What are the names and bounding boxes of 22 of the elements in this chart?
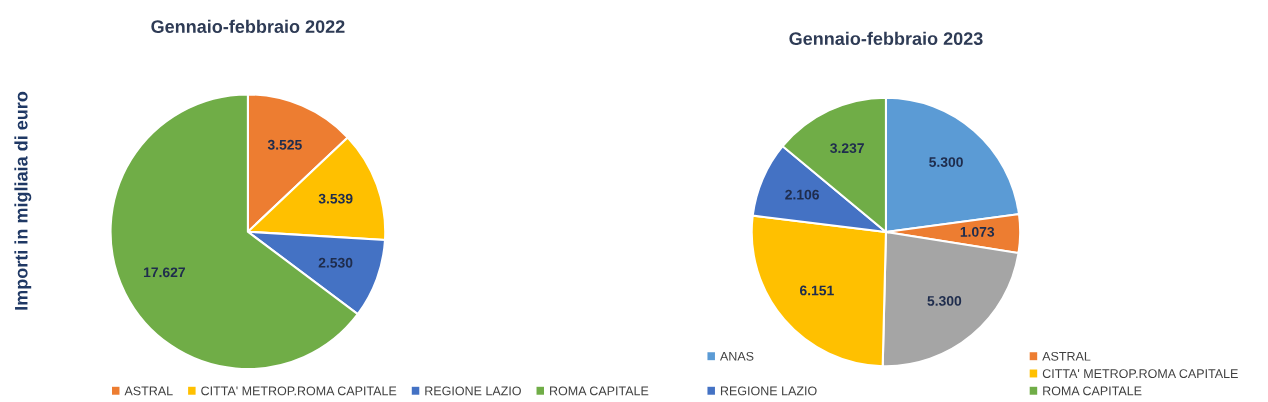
legend-label: CITTA' METROP.ROMA CAPITALE [1042,369,1238,379]
legend-label: ASTRAL [1042,351,1091,361]
data-label: 6.151 [799,285,834,296]
data-label: 5.300 [929,157,963,167]
chart-title: Gennaio-febbraio 2022 [151,19,345,33]
chart-title: Gennaio-febbraio 2023 [789,31,983,46]
data-label: 5.300 [927,296,962,306]
data-label: 2.530 [318,257,353,268]
text: Importi in migliaia di euro [14,91,32,310]
data-label: 3.539 [318,193,353,204]
data-label: 3.237 [830,143,864,154]
legend-label: REGIONE LAZIO [720,386,817,396]
legend-label: CITTA' METROP.ROMA CAPITALE [201,386,397,396]
legend-label: REGIONE LAZIO [425,386,521,396]
data-label: 1.073 [960,226,995,237]
data-label: 17.627 [143,267,185,278]
data-label: 2.106 [785,189,819,200]
data-label: 3.525 [267,139,302,150]
legend-label: ASTRAL [124,386,173,396]
legend-label: ANAS [719,351,754,361]
legend-label: ROMA CAPITALE [550,386,649,396]
legend-label: ROMA CAPITALE [1043,386,1142,396]
